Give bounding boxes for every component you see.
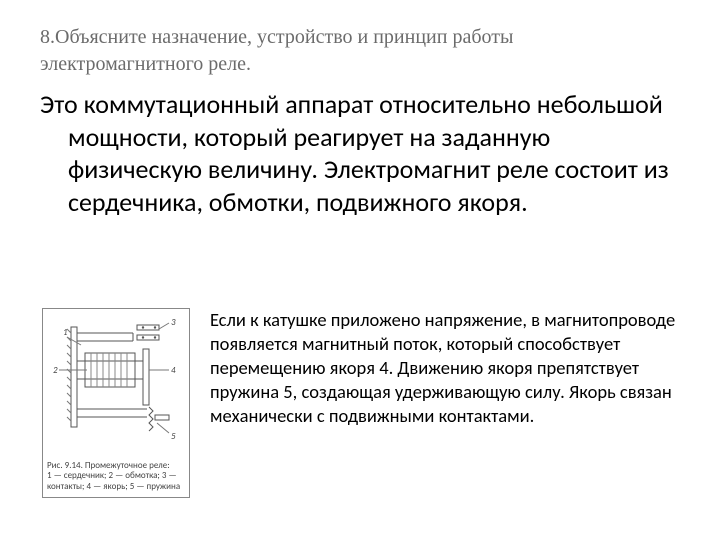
answer-paragraph-2: Если к катушке приложено напряжение, в м… [190,308,678,498]
svg-text:3: 3 [171,317,176,328]
figure-caption-legend: 1 — сердечник; 2 — обмотка; 3 — контакты… [47,471,185,493]
svg-text:5: 5 [171,431,176,442]
svg-text:1: 1 [63,327,68,338]
figure-column: 1 2 3 4 5 Рис. 9.14. Промежуточное реле:… [42,308,190,498]
answer-paragraph-1: Это коммутационный аппарат относительно … [40,88,680,218]
figure-caption: Рис. 9.14. Промежуточное реле: 1 — серде… [47,461,185,493]
svg-text:4: 4 [171,365,176,376]
lower-row: 1 2 3 4 5 Рис. 9.14. Промежуточное реле:… [42,308,678,498]
relay-diagram: 1 2 3 4 5 [47,315,185,458]
relay-figure: 1 2 3 4 5 Рис. 9.14. Промежуточное реле:… [42,308,190,498]
svg-text:2: 2 [53,365,58,376]
relay-svg: 1 2 3 4 5 [47,315,187,445]
question-heading: 8.Объясните назначение, устройство и при… [40,24,680,78]
